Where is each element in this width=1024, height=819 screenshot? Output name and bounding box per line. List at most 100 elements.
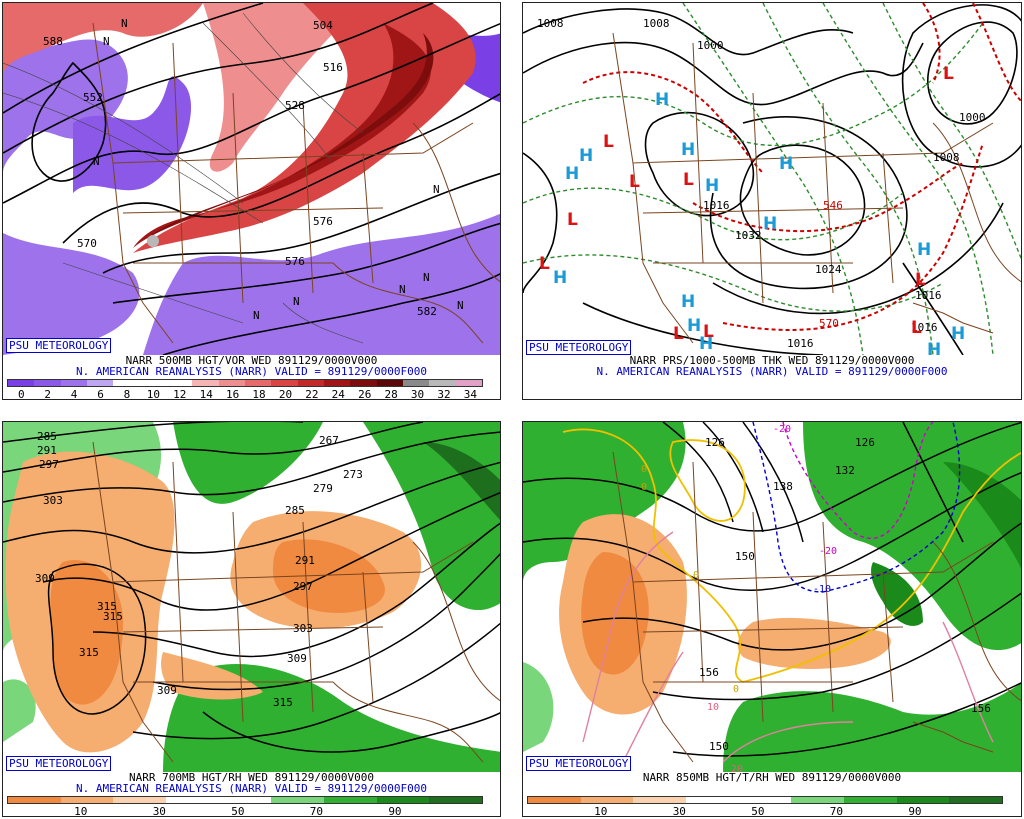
high-pressure-marker: H bbox=[917, 240, 931, 260]
colorbar-swatch bbox=[113, 380, 140, 386]
isobar-label: 1008 bbox=[537, 17, 564, 30]
colorbar-tick-label: 10 bbox=[594, 805, 608, 817]
colorbar-swatch bbox=[218, 380, 245, 386]
colorbar-tick-label: 50 bbox=[231, 805, 245, 817]
colorbar-swatch bbox=[60, 797, 114, 803]
contour-label: 516 bbox=[323, 61, 343, 74]
colorbar-swatch bbox=[192, 380, 219, 386]
colorbar-tick-label: 32 bbox=[437, 388, 451, 400]
vorticity-marker: N bbox=[433, 183, 440, 196]
colorbar-swatch bbox=[34, 380, 61, 386]
colorbar-tick-label: 10 bbox=[146, 388, 160, 400]
low-pressure-marker: L bbox=[703, 322, 714, 342]
vorticity-marker: N bbox=[103, 35, 110, 48]
panel-caption: NARR 700MB HGT/RH WED 891129/0000V000 bbox=[128, 771, 375, 784]
height-label: 150 bbox=[735, 550, 755, 563]
isotherm-label: -20 bbox=[773, 424, 791, 435]
pressure-map: 1008 1008 1000 1032 1024 1016 1016 1016 … bbox=[523, 3, 1021, 355]
height-label: 309 bbox=[35, 572, 55, 585]
rh-colorbar-labels: 10 30 50 70 90 bbox=[527, 806, 1003, 817]
colorbar-swatch bbox=[402, 380, 430, 386]
isobar-label: 1024 bbox=[815, 263, 842, 276]
vorticity-map: 504 516 528 570 576 582 588 576 552 N N … bbox=[3, 3, 500, 355]
height-label: 138 bbox=[773, 480, 793, 493]
contour-label: 504 bbox=[313, 19, 333, 32]
colorbar-swatch bbox=[297, 380, 324, 386]
high-pressure-marker: H bbox=[553, 268, 567, 288]
low-pressure-marker: L bbox=[673, 324, 684, 344]
rh-700-map: 285 291 297 303 309 315 315 315 309 267 … bbox=[3, 422, 500, 772]
colorbar-tick-label: 50 bbox=[751, 805, 765, 817]
colorbar-swatch bbox=[8, 380, 35, 386]
colorbar-tick-label: 24 bbox=[331, 388, 345, 400]
colorbar-swatch bbox=[271, 797, 325, 803]
contour-label: 588 bbox=[43, 35, 63, 48]
colorbar-swatch bbox=[60, 380, 87, 386]
colorbar-tick-label: 20 bbox=[278, 388, 293, 400]
colorbar-tick-label: 26 bbox=[358, 388, 372, 400]
colorbar-swatch bbox=[791, 797, 845, 803]
height-label: 297 bbox=[39, 458, 59, 471]
contour-label: 570 bbox=[77, 237, 97, 250]
psu-watermark: PSU METEOROLOGY bbox=[526, 756, 632, 771]
vorticity-marker: N bbox=[121, 17, 128, 30]
colorbar-swatch bbox=[218, 797, 272, 803]
colorbar-tick-label: 22 bbox=[305, 388, 319, 400]
contour-label: 552 bbox=[83, 91, 103, 104]
low-pressure-marker: L bbox=[911, 318, 922, 338]
vorticity-colorbar bbox=[7, 379, 483, 387]
height-label: 126 bbox=[705, 436, 725, 449]
colorbar-swatch bbox=[580, 797, 634, 803]
height-label: 126 bbox=[855, 436, 875, 449]
height-label: 309 bbox=[287, 652, 307, 665]
colorbar-swatch bbox=[844, 797, 897, 803]
panel-850mb-temp-rh: 126 126 132 138 150 156 150 156 0 0 0 -1… bbox=[522, 421, 1022, 817]
high-pressure-marker: H bbox=[655, 90, 669, 110]
height-label: 309 bbox=[157, 684, 177, 697]
colorbar-tick-label: 8 bbox=[123, 388, 131, 400]
vorticity-marker: N bbox=[253, 309, 260, 322]
height-label: 291 bbox=[295, 554, 315, 567]
high-pressure-marker: H bbox=[763, 214, 777, 234]
colorbar-tick-label: 90 bbox=[388, 805, 402, 817]
isobar-label: 1008 bbox=[933, 151, 960, 164]
height-label: 291 bbox=[37, 444, 57, 457]
height-label: 150 bbox=[709, 740, 729, 753]
colorbar-tick-label: 70 bbox=[309, 805, 324, 817]
high-pressure-marker: H bbox=[779, 154, 793, 174]
colorbar-tick-label: 6 bbox=[97, 388, 104, 400]
panel-pressure-thickness: 1008 1008 1000 1032 1024 1016 1016 1016 … bbox=[522, 2, 1022, 400]
colorbar-tick-label: 90 bbox=[908, 805, 922, 817]
panel-caption: NARR 850MB HGT/T/RH WED 891129/0000V000 bbox=[642, 771, 902, 784]
height-label: 267 bbox=[319, 434, 339, 447]
colorbar-swatch bbox=[139, 380, 166, 386]
isobar-label: 1000 bbox=[959, 111, 986, 124]
colorbar-swatch bbox=[113, 797, 167, 803]
isobar-label: 1016 bbox=[787, 337, 814, 350]
high-pressure-marker: H bbox=[681, 140, 695, 160]
panel-500mb-vorticity: 504 516 528 570 576 582 588 576 552 N N … bbox=[2, 2, 501, 400]
colorbar-tick-label: 14 bbox=[199, 388, 213, 400]
high-pressure-marker: H bbox=[687, 316, 701, 336]
height-label: 156 bbox=[699, 666, 719, 679]
high-pressure-marker: H bbox=[565, 164, 579, 184]
vorticity-marker: N bbox=[423, 271, 430, 284]
colorbar-swatch bbox=[271, 380, 298, 386]
colorbar-tick-label: 30 bbox=[672, 805, 686, 817]
height-label: 315 bbox=[103, 610, 123, 623]
isobar-label: 1016 bbox=[703, 199, 730, 212]
high-pressure-marker: H bbox=[579, 146, 593, 166]
colorbar-tick-label: 0 bbox=[17, 388, 25, 400]
vorticity-marker: N bbox=[457, 299, 464, 312]
colorbar-swatch bbox=[166, 797, 219, 803]
contour-label: 582 bbox=[417, 305, 437, 318]
colorbar-swatch bbox=[86, 380, 114, 386]
low-pressure-marker: L bbox=[603, 132, 614, 152]
isotherm-label: 0 bbox=[733, 684, 739, 695]
vorticity-marker: N bbox=[93, 155, 100, 168]
rh-colorbar bbox=[527, 796, 1003, 804]
colorbar-swatch bbox=[429, 380, 456, 386]
height-label: 315 bbox=[273, 696, 293, 709]
colorbar-swatch bbox=[244, 380, 272, 386]
height-label: 285 bbox=[37, 430, 57, 443]
